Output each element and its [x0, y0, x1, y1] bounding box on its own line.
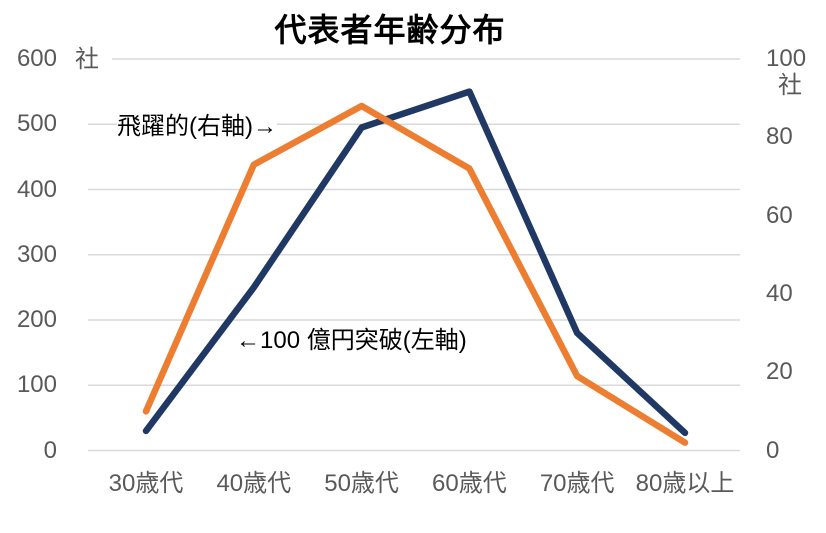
right-axis-tick-80: 80: [766, 123, 793, 151]
chart-title: 代表者年齢分布: [274, 12, 506, 48]
series-line-left-axis: [142, 88, 689, 437]
right-axis-unit-label: 社: [778, 72, 802, 99]
right-axis-tick-20: 20: [766, 358, 793, 386]
x-axis-tick-4: 70歳代: [539, 470, 615, 497]
x-axis-tick-0: 30歳代: [108, 470, 184, 497]
right-axis-tick-100: 100: [766, 45, 807, 72]
left-axis-tick-400: 400: [16, 175, 57, 203]
left-axis-tick-600: 600: [16, 45, 57, 72]
annotation-right-axis-series: 飛躍的(右軸)→: [117, 112, 277, 142]
x-axis-tick-3: 60歳代: [432, 470, 507, 497]
x-axis-tick-1: 40歳代: [216, 470, 292, 497]
right-axis-tick-60: 60: [766, 201, 793, 229]
left-axis-tick-500: 500: [16, 110, 57, 138]
left-axis-tick-0: 0: [43, 436, 57, 464]
left-axis-tick-100: 100: [16, 371, 57, 399]
x-axis-tick-2: 50歳代: [324, 470, 399, 497]
left-axis-tick-200: 200: [16, 306, 57, 333]
left-axis-tick-300: 300: [16, 240, 57, 268]
right-axis-tick-0: 0: [766, 436, 780, 464]
series-line-right-axis: [142, 102, 689, 446]
annotation-left-axis-series: ←100 億円突破(左軸): [236, 326, 467, 356]
left-axis-unit-label: 社: [75, 46, 99, 73]
x-axis-tick-5: 80歳以上: [635, 470, 735, 497]
right-axis-tick-40: 40: [766, 279, 793, 307]
